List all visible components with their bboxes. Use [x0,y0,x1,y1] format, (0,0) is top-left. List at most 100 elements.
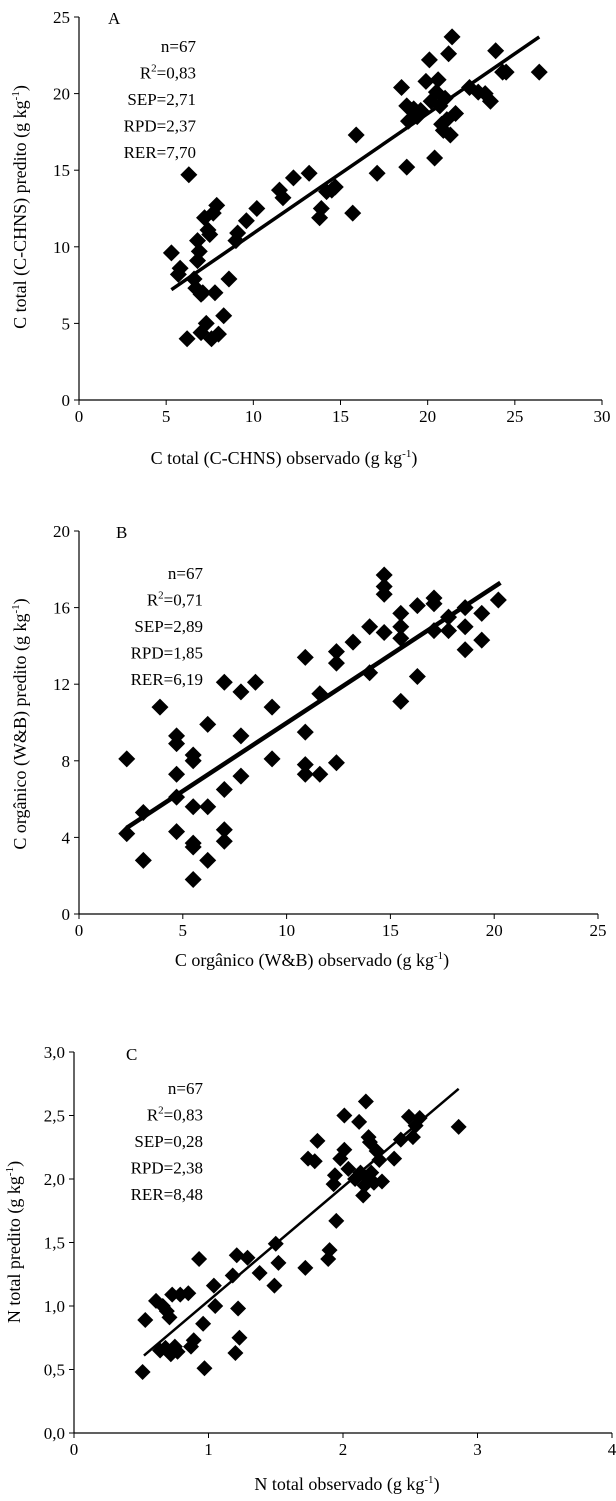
stat-sep: SEP=2,89 [134,617,203,636]
data-point [137,1311,154,1328]
data-point [251,1264,268,1281]
y-tick-label: 15 [53,161,70,180]
x-tick-label: 1 [204,1440,213,1459]
y-tick-label: 12 [53,675,70,694]
data-point [157,1339,174,1356]
data-point [355,1187,372,1204]
data-point [347,126,365,144]
data-point [168,735,186,753]
y-tick-label: 0 [62,391,71,410]
data-point [274,189,292,207]
data-point [168,788,186,806]
stat-rpd: RPD=2,38 [131,1159,203,1178]
data-point [398,158,416,176]
data-point [473,631,491,649]
data-point [191,1251,208,1268]
x-tick-label: 0 [75,921,84,940]
stat-r2: R2=0,71 [147,590,203,610]
data-point [239,1249,256,1266]
x-tick-label: 10 [278,921,295,940]
data-point [487,42,505,60]
data-point [118,750,136,768]
data-point [327,643,345,661]
data-point [375,566,393,584]
panel-label: A [108,9,121,28]
y-tick-label: 1,5 [44,1234,65,1253]
x-tick-label: 2 [339,1440,348,1459]
x-axis-title: C orgânico (W&B) observado (g kg-1) [175,950,449,971]
data-point [184,838,202,856]
data-point [232,727,250,745]
x-tick-label: 30 [594,407,611,426]
x-tick-label: 20 [486,921,503,940]
data-point [440,622,458,640]
x-tick-label: 0 [70,1440,79,1459]
data-point [336,1107,353,1124]
data-point [311,685,329,703]
y-tick-label: 10 [53,238,70,257]
data-point [118,825,136,843]
data-point [296,723,314,741]
chart-panel-b: 0 5 10 15 20 25 0 4 8 12 16 20 C orgânico (W&B) obse… [10,522,607,971]
data-point [436,89,454,107]
data-point [296,648,314,666]
x-tick-label: 15 [332,407,349,426]
data-point [215,307,233,325]
data-point [134,804,152,822]
y-tick-label: 8 [62,752,71,771]
data-point [231,1329,248,1346]
data-point [328,1212,345,1229]
data-point [168,765,186,783]
data-point [208,196,226,214]
data-point [371,1151,388,1168]
data-point [374,1173,391,1190]
data-point [408,668,426,686]
data-point [162,244,180,262]
x-tick-label: 25 [590,921,607,940]
data-point [263,750,281,768]
data-point [456,641,474,659]
data-point [263,698,281,716]
data-point [393,78,411,96]
trend-line [143,1087,460,1357]
x-tick-label: 10 [245,407,262,426]
data-point [266,1277,283,1294]
y-tick-label: 4 [62,828,71,847]
data-point [420,51,438,69]
data-point [357,1093,374,1110]
data-point [230,1300,247,1317]
data-point [284,169,302,187]
data-point [180,166,198,184]
trend-line [170,35,541,292]
stat-n: n=67 [161,37,197,56]
data-point [169,1343,186,1360]
x-tick-label: 3 [473,1440,482,1459]
data-point [215,832,233,850]
data-point [207,1298,224,1314]
data-point [296,756,314,774]
data-point [325,1176,342,1193]
data-point [232,683,250,701]
data-point [361,1134,378,1151]
data-point [456,618,474,636]
data-point [425,595,443,613]
stat-r2: R2=0,83 [147,1105,203,1125]
x-axis-title: N total observado (g kg-1) [254,1474,439,1495]
data-point [171,259,189,277]
data-point [248,200,266,217]
x-tick-label: 5 [179,921,188,940]
data-point [228,1247,245,1264]
data-point [361,618,379,636]
data-point [400,1108,417,1125]
y-tick-label: 2,0 [44,1170,65,1189]
data-point [134,1364,151,1381]
data-point [326,1167,343,1184]
data-point [336,1141,353,1158]
data-point [417,72,435,90]
data-point [232,767,250,785]
data-point [481,92,499,110]
chart-panel-c: 0 1 2 3 4 0,0 0,5 1,0 1,5 2,0 2,5 3,0 N total observ… [4,1043,616,1495]
y-axis-title: C orgânico (W&B) predito (g kg-1) [10,598,31,849]
y-tick-label: 16 [53,599,70,618]
data-point [270,1254,287,1271]
